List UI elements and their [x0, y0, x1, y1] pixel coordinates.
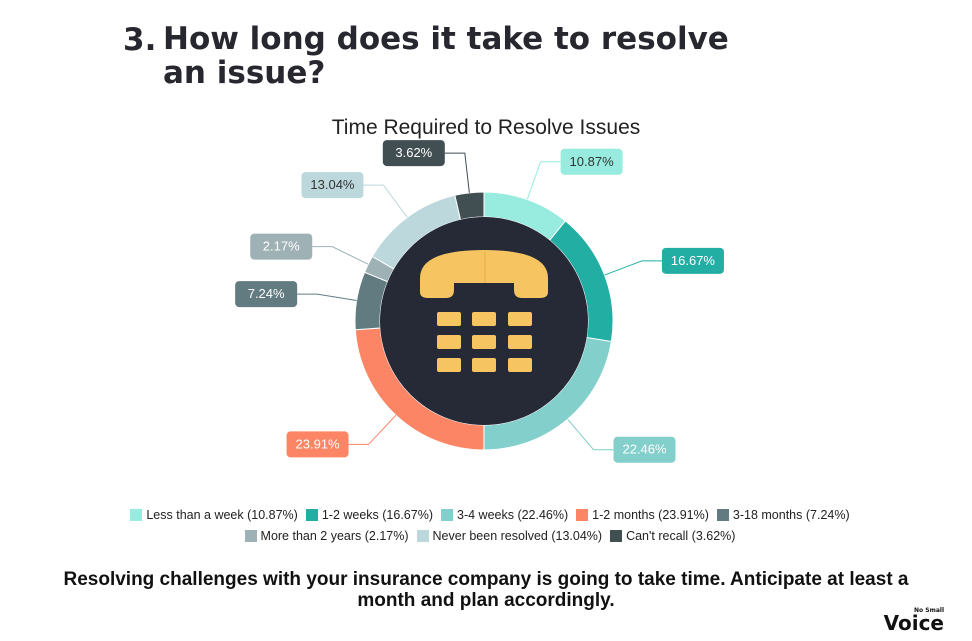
data-label-box	[250, 233, 313, 260]
legend-item: More than 2 years (2.17%)	[244, 529, 409, 543]
legend-swatch	[576, 509, 589, 521]
keypad-key	[472, 358, 496, 372]
data-label-box	[382, 140, 445, 167]
data-label-box	[560, 148, 623, 175]
data-label: 22.46%	[622, 442, 667, 457]
brand-name: Voice	[883, 611, 944, 635]
label-connector	[444, 152, 470, 193]
data-label: 16.67%	[671, 253, 716, 268]
legend-label: Can't recall (3.62%)	[626, 529, 736, 543]
data-label: 2.17%	[263, 239, 300, 254]
question-number: 3.	[123, 22, 157, 58]
keypad-key	[472, 312, 496, 326]
label-connector	[348, 414, 397, 445]
label-connector	[604, 260, 662, 276]
chart-legend: Less than a week (10.87%) 1-2 weeks (16.6…	[60, 508, 920, 522]
data-label: 13.04%	[310, 177, 355, 192]
legend-swatch	[441, 509, 453, 521]
legend-item: 3-18 months (7.24%)	[716, 508, 850, 522]
legend-item: 1-2 months (23.91%)	[576, 508, 709, 522]
data-label-box	[301, 172, 364, 199]
label-connector	[567, 418, 614, 451]
data-label: 23.91%	[296, 436, 341, 451]
label-connector	[363, 184, 408, 218]
legend-label: 3-4 weeks (22.46%)	[457, 508, 569, 522]
label-connector	[312, 246, 369, 265]
legend-swatch	[244, 530, 257, 542]
chart-title: Time Required to Resolve Issues	[331, 116, 641, 139]
legend-swatch	[716, 509, 729, 521]
donut-chart: 10.87% 16.67% 22.46% 23.91% 7.24% 2.17% 13.04%…	[235, 140, 724, 463]
keypad-key	[437, 312, 461, 326]
data-labels: 10.87% 16.67% 22.46% 23.91% 7.24% 2.17% 13.04%…	[235, 140, 724, 463]
keypad-key	[508, 312, 532, 326]
label-connector	[297, 293, 357, 301]
legend-label: Never been resolved (13.04%)	[432, 529, 603, 543]
brand-tagline: No Small	[914, 607, 944, 614]
chart-legend-row-2: More than 2 years (2.17%) Never been reso…	[60, 529, 920, 543]
label-connector	[526, 161, 561, 200]
legend-item: 3-4 weeks (22.46%)	[441, 508, 568, 522]
keypad-key	[437, 335, 461, 349]
legend-label: Less than a week (10.87%)	[146, 508, 298, 522]
telephone-icon	[420, 250, 548, 298]
legend-item: Less than a week (10.87%)	[130, 508, 298, 522]
question-heading: How long does it take to resolve an issu…	[163, 21, 729, 91]
donut-slice-can-t-recall	[454, 191, 485, 221]
legend-label: 3-18 months (7.24%)	[732, 508, 850, 522]
legend-item: Never been resolved (13.04%)	[416, 529, 603, 543]
footer-text: Resolving challenges with your insurance…	[63, 569, 909, 611]
keypad-key	[437, 358, 461, 372]
keypad-key	[472, 335, 496, 349]
keypad-icon	[437, 312, 532, 372]
data-label-box	[661, 247, 724, 274]
legend-label: 1-2 weeks (16.67%)	[321, 508, 433, 522]
data-label-box	[235, 281, 298, 308]
keypad-key	[508, 358, 532, 372]
legend-label: 1-2 months (23.91%)	[592, 508, 709, 522]
legend-swatch	[130, 509, 143, 521]
legend-swatch	[416, 530, 429, 542]
data-label: 10.87%	[570, 154, 615, 169]
legend-item: Can't recall (3.62%)	[610, 529, 735, 543]
data-label-box	[286, 431, 349, 458]
keypad-key	[508, 335, 532, 349]
legend-swatch	[610, 530, 623, 542]
data-label: 7.24%	[248, 286, 285, 301]
data-label: 3.62%	[395, 145, 432, 160]
legend-item: 1-2 weeks (16.67%)	[305, 508, 433, 522]
legend-swatch	[305, 509, 318, 521]
data-label-box	[613, 436, 676, 463]
brand-logo: Voice No Small	[883, 607, 944, 635]
legend-label: More than 2 years (2.17%)	[260, 529, 409, 543]
